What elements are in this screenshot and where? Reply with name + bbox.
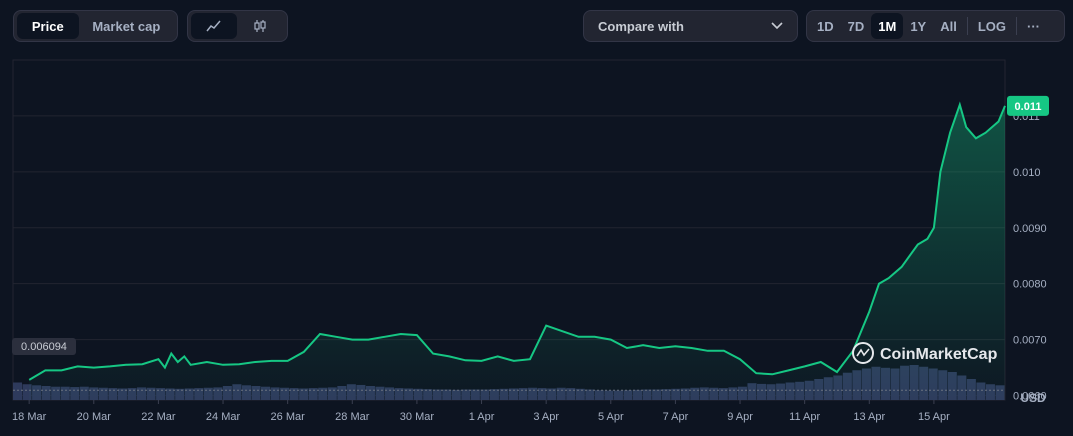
more-options-button[interactable]: ··· — [1027, 18, 1041, 34]
y-tick-label: 0.0080 — [1013, 279, 1047, 291]
x-tick-label: 18 Mar — [12, 411, 47, 423]
x-tick-label: 3 Apr — [533, 411, 559, 423]
x-tick-label: 1 Apr — [469, 411, 495, 423]
watermark: CoinMarketCap — [852, 342, 998, 364]
price-line — [28, 101, 1006, 381]
y-tick-label: 0.0090 — [1013, 223, 1047, 235]
y-tick-label: 0.0070 — [1013, 335, 1047, 347]
open-price-badge — [12, 338, 76, 355]
divider — [966, 17, 968, 35]
tab-market-cap[interactable]: Market cap — [92, 18, 161, 34]
divider — [1016, 17, 1018, 35]
x-tick-label: 22 Mar — [141, 411, 176, 423]
line-chart-icon — [206, 20, 221, 32]
current-price-badge — [1007, 95, 1049, 116]
range-1d[interactable]: 1D — [817, 18, 834, 34]
y-tick-label: 0.0060 — [1013, 391, 1047, 403]
view-toggle: Price Market cap — [13, 10, 178, 42]
volume-bar — [22, 384, 32, 400]
currency-label: USD — [1020, 391, 1046, 405]
chevron-down-icon — [771, 22, 783, 30]
line-chart-button[interactable] — [191, 13, 237, 39]
volume-bar — [13, 382, 23, 400]
time-range-toggle: 1D 7D 1M 1Y All LOG ··· — [806, 10, 1065, 42]
x-tick-label: 13 Apr — [853, 411, 885, 423]
y-tick-label: 0.010 — [1013, 167, 1041, 179]
x-tick-label: 20 Mar — [77, 411, 112, 423]
x-tick-label: 9 Apr — [727, 411, 753, 423]
x-axis: 18 Mar 20 Mar 22 Mar 24 Mar 26 Mar 28 Mar 30 M… — [12, 400, 950, 423]
candlestick-button[interactable] — [237, 13, 283, 39]
x-tick-label: 7 Apr — [663, 411, 689, 423]
x-tick-label: 30 Mar — [400, 411, 435, 423]
open-price-label: 0.006094 — [21, 341, 67, 353]
x-tick-label: 15 Apr — [918, 411, 950, 423]
range-1y[interactable]: 1Y — [910, 18, 927, 34]
x-tick-label: 28 Mar — [335, 411, 370, 423]
compare-label: Compare with — [598, 18, 684, 34]
logo-mark — [856, 348, 870, 357]
range-all[interactable]: All — [940, 18, 957, 34]
price-area — [29, 104, 1005, 400]
candlestick-icon — [254, 20, 266, 32]
x-tick-label: 11 Apr — [789, 411, 820, 423]
log-toggle[interactable]: LOG — [977, 18, 1007, 34]
range-7d[interactable]: 7D — [847, 18, 865, 34]
compare-with-dropdown[interactable]: Compare with — [583, 10, 798, 42]
coinmarketcap-logo-icon — [852, 342, 874, 364]
current-price-label: 0.011 — [1015, 101, 1042, 113]
x-tick-label: 5 Apr — [598, 411, 624, 423]
tab-price[interactable]: Price — [17, 13, 79, 39]
range-1m[interactable]: 1M — [871, 13, 904, 39]
x-tick-label: 24 Mar — [206, 411, 241, 423]
watermark-text: CoinMarketCap — [880, 346, 998, 363]
chart-type-toggle — [187, 10, 288, 42]
x-tick-label: 26 Mar — [271, 411, 306, 423]
